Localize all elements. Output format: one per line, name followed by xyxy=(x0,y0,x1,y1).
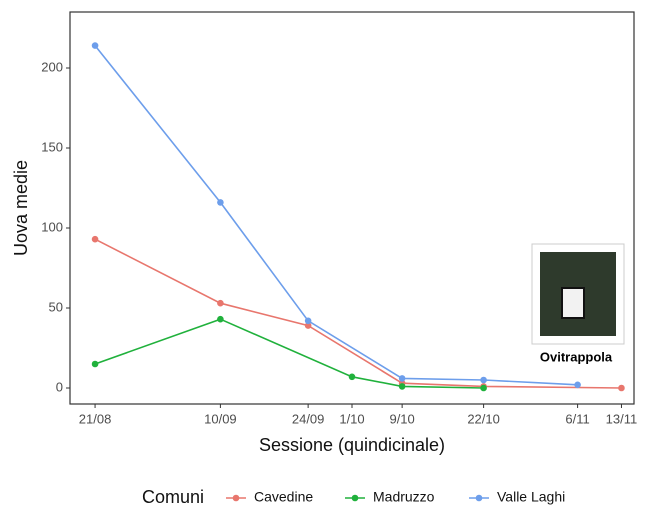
x-axis-title: Sessione (quindicinale) xyxy=(259,435,445,455)
x-tick-label: 22/10 xyxy=(467,411,500,426)
point xyxy=(618,384,625,392)
y-axis-title: Uova medie xyxy=(11,160,31,256)
y-tick-label: 200 xyxy=(41,59,63,74)
y-tick-label: 100 xyxy=(41,219,63,234)
legend-swatch-dot xyxy=(232,494,240,502)
point xyxy=(398,375,406,382)
photo-trap xyxy=(561,287,585,319)
legend-label: Madruzzo xyxy=(373,489,435,505)
point xyxy=(348,373,356,381)
point xyxy=(480,384,487,392)
x-tick-label: 10/09 xyxy=(204,411,237,426)
x-tick-label: 13/11 xyxy=(606,411,638,426)
y-tick-label: 0 xyxy=(56,379,63,394)
point xyxy=(217,299,224,307)
legend-swatch-dot xyxy=(351,494,359,502)
x-tick-label: 6/11 xyxy=(565,411,589,426)
legend-label: Valle Laghi xyxy=(497,489,565,505)
point xyxy=(480,376,487,384)
point xyxy=(217,199,224,206)
x-tick-label: 21/08 xyxy=(79,411,112,426)
legend-swatch-dot xyxy=(475,494,483,502)
legend-title: Comuni xyxy=(142,487,204,507)
point xyxy=(574,381,581,389)
point xyxy=(398,383,406,390)
plot-panel xyxy=(69,11,635,405)
series-line xyxy=(94,45,578,386)
x-tick-label: 9/10 xyxy=(389,411,414,426)
point xyxy=(217,315,224,323)
point xyxy=(91,42,99,49)
y-tick-label: 150 xyxy=(41,139,63,154)
y-tick-label: 50 xyxy=(49,299,63,314)
point xyxy=(304,317,312,325)
x-tick-label: 1/10 xyxy=(339,411,364,426)
photo-inset: Ovitrappola xyxy=(531,243,625,364)
point xyxy=(91,360,99,368)
legend-label: Cavedine xyxy=(254,489,313,505)
point xyxy=(91,235,99,243)
series-line xyxy=(94,238,622,389)
x-tick-label: 24/09 xyxy=(292,411,325,426)
point xyxy=(304,322,312,329)
photo-caption: Ovitrappola xyxy=(540,349,613,364)
